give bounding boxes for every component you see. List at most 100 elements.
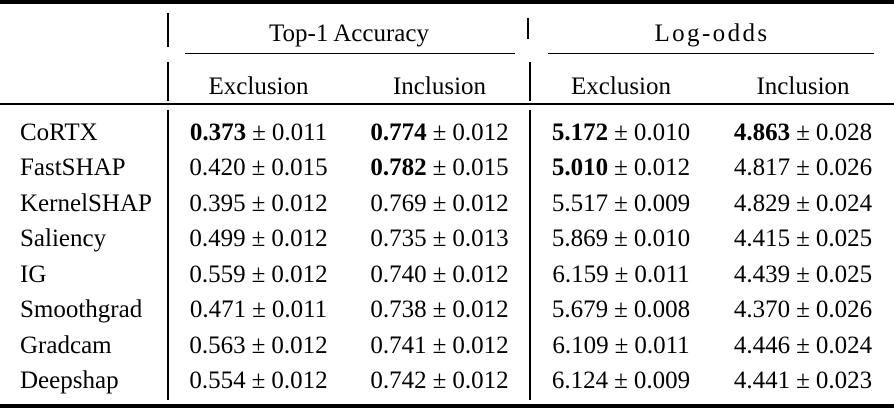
- method-cell: Deepshap: [20, 367, 119, 395]
- value-cell: 4.446 ±0.024: [712, 332, 894, 360]
- plus-minus-sign: ±: [251, 225, 266, 253]
- method-cell: Saliency: [20, 225, 107, 253]
- plus-minus-sign: ±: [796, 260, 810, 288]
- plus-minus-sign: ±: [796, 331, 810, 359]
- metric-value: 5.517: [551, 189, 609, 217]
- metric-value: 0.420: [189, 154, 246, 182]
- metric-error: 0.008: [633, 296, 691, 324]
- value-cell: 0.559 ±0.012: [168, 261, 349, 289]
- metric-value: 0.559: [189, 260, 246, 288]
- value-cell: 4.439 ±0.025: [712, 261, 894, 289]
- header2-left-divider: [167, 62, 169, 101]
- metric-value: 0.471: [189, 296, 247, 324]
- metric-error: 0.012: [452, 189, 509, 217]
- method-cell: IG: [20, 260, 47, 288]
- plus-minus-sign: ±: [251, 331, 266, 359]
- metric-error: 0.009: [633, 189, 691, 217]
- metric-error: 0.010: [633, 225, 691, 253]
- method-cell: CoRTX: [20, 118, 98, 146]
- value-cell: 0.769 ±0.012: [349, 190, 530, 218]
- header2-middle-divider: [529, 62, 531, 101]
- method-cell: Gradcam: [20, 331, 112, 359]
- subheader-logodds-inclusion: Inclusion: [756, 73, 850, 100]
- value-cell: 0.563 ±0.012: [168, 332, 349, 360]
- plus-minus-sign: ±: [796, 296, 810, 324]
- metric-value: 0.774: [370, 118, 427, 146]
- table-row: FastSHAP 0.420 ±0.015 0.782 ±0.015 5.010 ±0…: [0, 151, 894, 187]
- metric-value: 6.124: [551, 367, 609, 395]
- value-cell: 0.499 ±0.012: [168, 225, 349, 253]
- plus-minus-sign: ±: [614, 225, 628, 253]
- metric-error: 0.013: [452, 225, 509, 253]
- metric-error: 0.011: [634, 331, 690, 359]
- metric-value: 4.439: [733, 260, 791, 288]
- plus-minus-sign: ±: [252, 296, 266, 324]
- metric-value: 0.742: [370, 367, 427, 395]
- metric-error: 0.025: [815, 225, 873, 253]
- metric-value: 0.738: [370, 296, 427, 324]
- metric-value: 6.109: [552, 331, 609, 359]
- plus-minus-sign: ±: [796, 189, 810, 217]
- metric-value: 0.769: [370, 189, 427, 217]
- value-cell: 0.395 ±0.012: [168, 190, 349, 218]
- metric-value: 6.159: [552, 260, 609, 288]
- metric-value: 4.863: [733, 118, 791, 146]
- metric-error: 0.009: [633, 367, 691, 395]
- value-cell: 4.829 ±0.024: [712, 190, 894, 218]
- metric-value: 0.499: [189, 225, 246, 253]
- value-cell: 0.741 ±0.012: [349, 332, 530, 360]
- top-rule: [0, 0, 894, 4]
- metric-value: 4.817: [733, 154, 791, 182]
- value-cell: 5.869 ±0.010: [530, 225, 712, 253]
- metric-error: 0.023: [815, 367, 873, 395]
- table-row: Deepshap 0.554 ±0.012 0.742 ±0.012 6.124 ±0…: [0, 364, 894, 400]
- metric-error: 0.012: [271, 189, 328, 217]
- value-cell: 4.441 ±0.023: [712, 367, 894, 395]
- metric-error: 0.012: [633, 154, 691, 182]
- plus-minus-sign: ±: [432, 154, 447, 182]
- metric-value: 4.415: [733, 225, 791, 253]
- metric-value: 0.395: [189, 189, 246, 217]
- value-cell: 4.863 ±0.028: [712, 119, 894, 147]
- value-cell: 0.420 ±0.015: [168, 154, 349, 182]
- value-cell: 4.415 ±0.025: [712, 225, 894, 253]
- header-body-rule: [0, 102, 894, 105]
- metric-value: 0.735: [370, 225, 427, 253]
- plus-minus-sign: ±: [251, 189, 266, 217]
- value-cell: 0.740 ±0.012: [349, 261, 530, 289]
- plus-minus-sign: ±: [432, 296, 447, 324]
- plus-minus-sign: ±: [614, 367, 628, 395]
- plus-minus-sign: ±: [432, 225, 447, 253]
- plus-minus-sign: ±: [796, 225, 810, 253]
- metric-error: 0.011: [271, 296, 328, 324]
- value-cell: 4.370 ±0.026: [712, 296, 894, 324]
- table-row: CoRTX 0.373 ±0.011 0.774 ±0.012 5.172 ±0.01…: [0, 115, 894, 151]
- metric-error: 0.012: [271, 367, 328, 395]
- plus-minus-sign: ±: [614, 118, 628, 146]
- value-cell: 0.742 ±0.012: [349, 367, 530, 395]
- value-cell: 6.109 ±0.011: [530, 332, 712, 360]
- plus-minus-sign: ±: [432, 118, 447, 146]
- body-middle-divider: [529, 110, 531, 400]
- plus-minus-sign: ±: [251, 154, 266, 182]
- group-header-top1-accuracy: Top-1 Accuracy: [269, 20, 429, 47]
- value-cell: 0.774 ±0.012: [349, 119, 530, 147]
- metric-value: 0.373: [189, 118, 247, 146]
- metric-error: 0.024: [815, 189, 873, 217]
- metric-value: 0.782: [370, 154, 427, 182]
- metric-value: 4.446: [733, 331, 791, 359]
- metric-error: 0.028: [815, 118, 873, 146]
- metric-error: 0.012: [452, 367, 509, 395]
- table-row: Saliency 0.499 ±0.012 0.735 ±0.013 5.869 ±0…: [0, 222, 894, 258]
- value-cell: 6.124 ±0.009: [530, 367, 712, 395]
- metric-value: 4.441: [733, 367, 791, 395]
- value-cell: 5.172 ±0.010: [530, 119, 712, 147]
- metric-value: 5.010: [551, 154, 609, 182]
- plus-minus-sign: ±: [614, 296, 628, 324]
- metric-value: 0.563: [189, 331, 246, 359]
- top1-group-underline: [185, 53, 515, 55]
- table-row: Gradcam 0.563 ±0.012 0.741 ±0.012 6.109 ±0.…: [0, 328, 894, 364]
- plus-minus-sign: ±: [796, 118, 810, 146]
- method-cell: KernelSHAP: [20, 189, 152, 217]
- plus-minus-sign: ±: [614, 260, 629, 288]
